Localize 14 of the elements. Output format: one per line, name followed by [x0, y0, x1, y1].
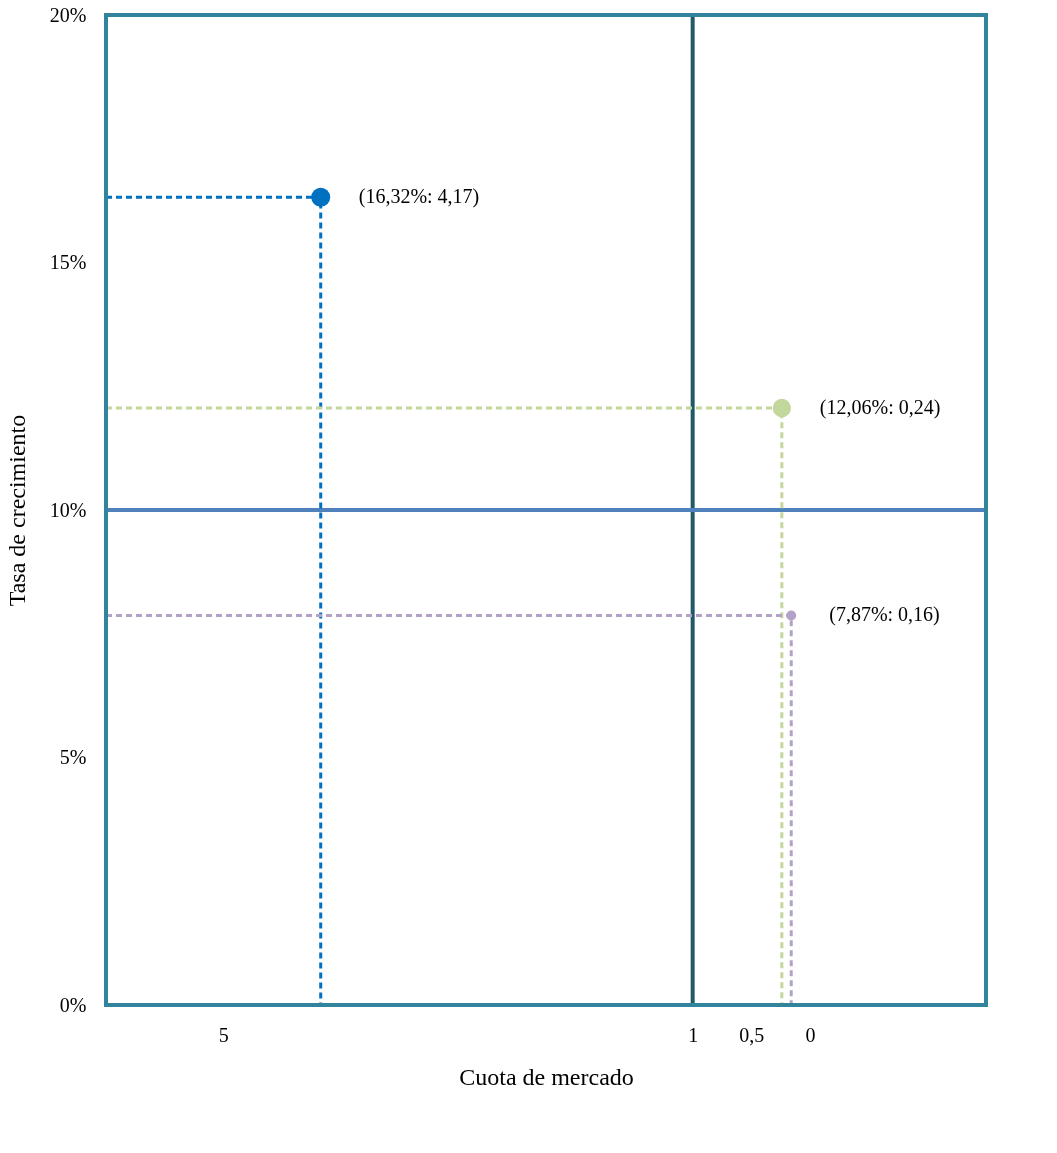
y-tick-label: 5%	[59, 746, 87, 768]
x-axis-title: Cuota de mercado	[459, 1063, 634, 1090]
y-tick-label: 0%	[59, 993, 87, 1016]
data-label: (7,87%: 0,16)	[829, 603, 940, 627]
y-tick-label: 15%	[49, 251, 87, 273]
data-label: (16,32%: 4,17)	[358, 185, 480, 209]
y-axis-title: Tasa de crecimiento	[3, 414, 30, 607]
x-tick-label: 1	[688, 1023, 699, 1046]
x-tick-label: 0,5	[739, 1023, 765, 1046]
x-tick-label: 0	[805, 1023, 816, 1046]
data-label: (12,06%: 0,24)	[819, 396, 941, 420]
x-tick-label: 5	[218, 1023, 229, 1046]
y-tick-label: 20%	[49, 3, 87, 26]
y-tick-label: 10%	[49, 498, 87, 521]
